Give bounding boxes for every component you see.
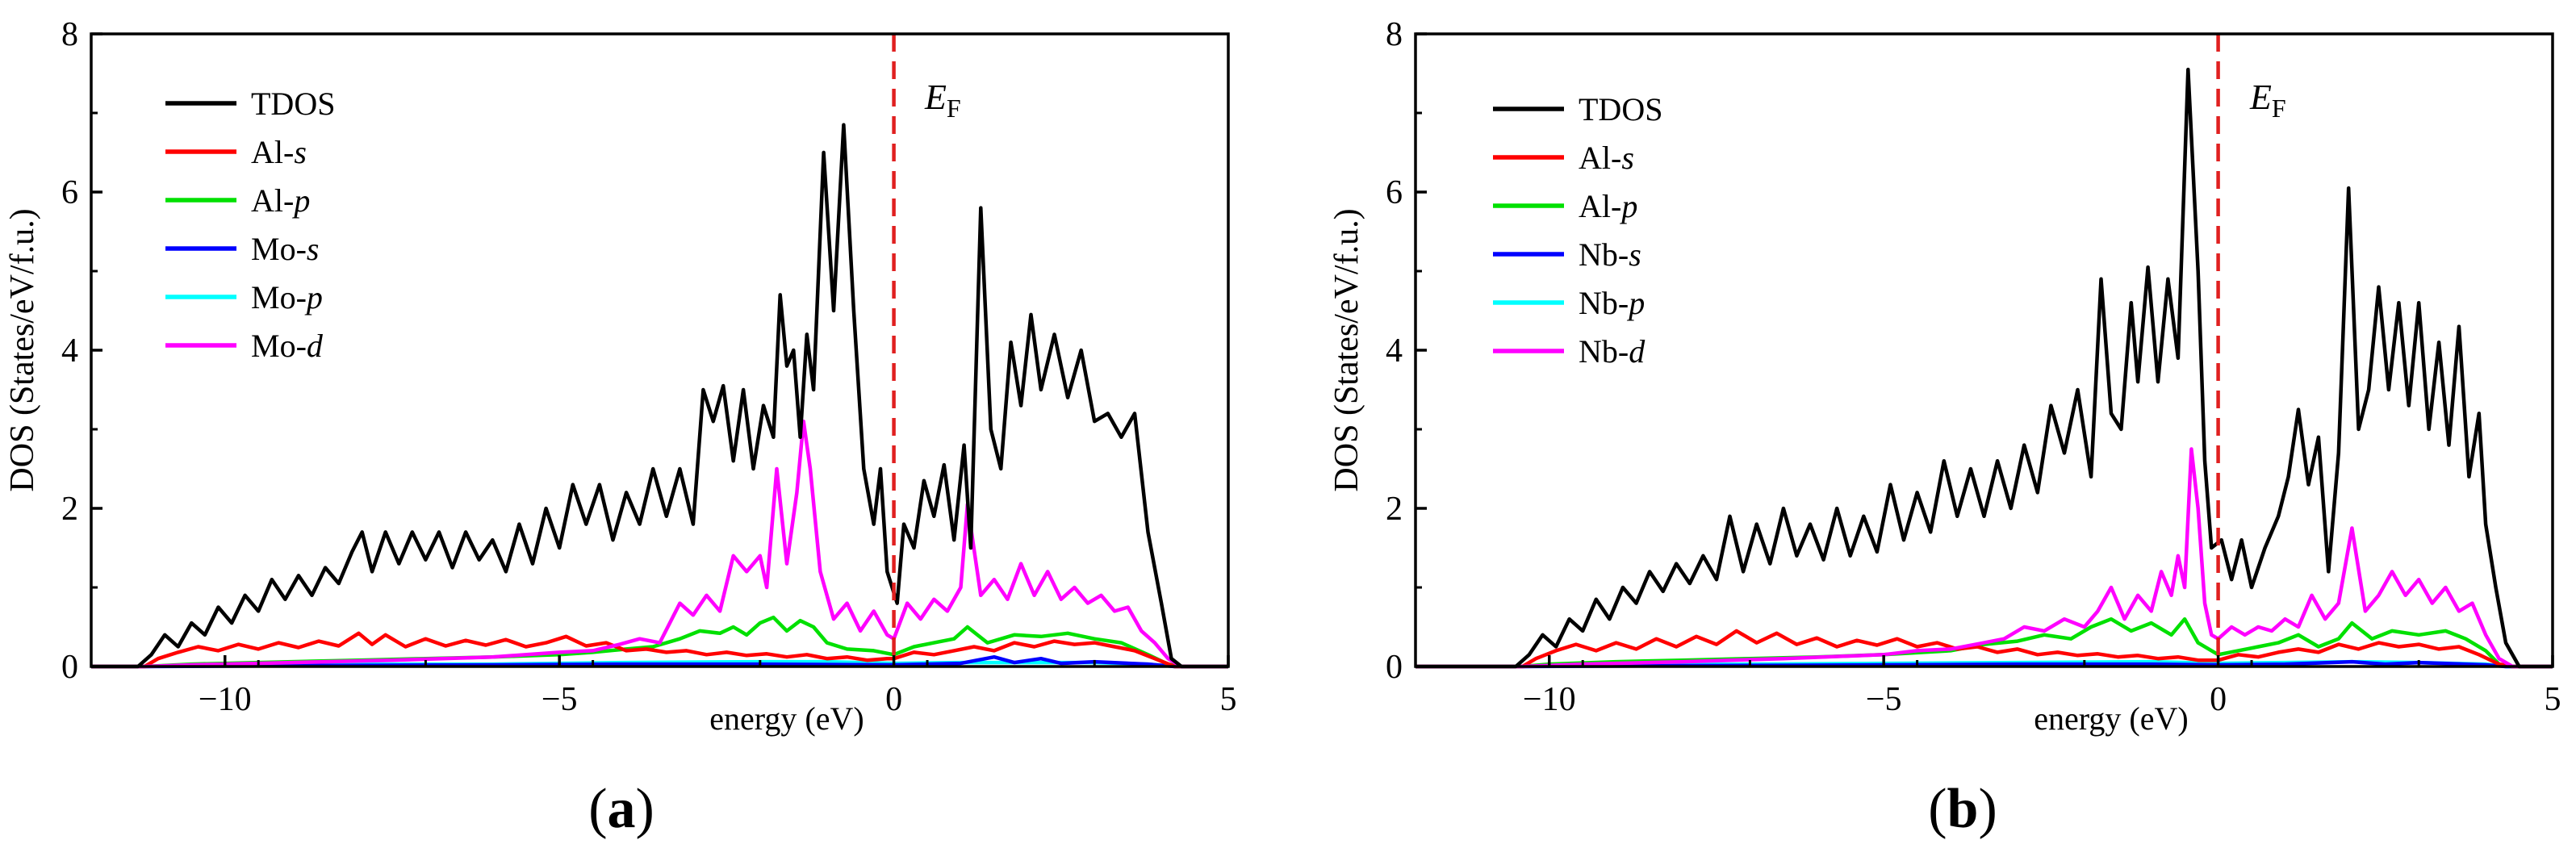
legend-label-prefix: Mo-	[251, 328, 307, 364]
legend-label: Nb-p	[1579, 285, 1645, 321]
y-tick-label: 0	[61, 649, 78, 686]
legend-label-orbital: s	[294, 134, 307, 170]
legend-label-prefix: Nb-	[1579, 285, 1629, 321]
legend-label: Mo-p	[251, 279, 323, 315]
series-line-al-s	[91, 631, 1228, 669]
legend-label-orbital: s	[1621, 140, 1634, 176]
legend-label-prefix: TDOS	[251, 86, 335, 122]
legend-label: Al-s	[251, 134, 307, 170]
panel-label-letter: b	[1947, 778, 1979, 840]
legend-label-orbital: p	[1619, 188, 1637, 224]
panel-label: (b)	[1928, 778, 1997, 840]
legend-label-prefix: Al-	[1579, 140, 1621, 176]
y-tick-label: 0	[1386, 649, 1403, 686]
y-tick-label: 6	[61, 174, 78, 211]
series-line-nb-d	[1416, 447, 2553, 669]
y-tick-label: 8	[61, 16, 78, 53]
x-tick-label: 0	[2210, 681, 2227, 718]
series-line-al-s	[1416, 629, 2553, 669]
legend-label-prefix: Al-	[251, 182, 294, 219]
y-axis-label: DOS (States/eV/f.u.)	[1328, 208, 1365, 491]
legend-label-prefix: TDOS	[1579, 91, 1662, 127]
series-line-mo-d	[91, 419, 1228, 669]
y-tick-label: 2	[61, 491, 78, 528]
x-tick-label: −5	[542, 681, 578, 718]
legend-label: TDOS	[251, 86, 335, 122]
x-tick-label: 5	[2545, 681, 2561, 718]
panel-label-letter: a	[608, 778, 636, 840]
legend-label: Al-p	[1579, 188, 1637, 224]
legend-label: Mo-s	[251, 231, 319, 267]
legend-label-prefix: Nb-	[1579, 333, 1629, 370]
legend-label-prefix: Mo-	[251, 279, 307, 315]
legend-label: Al-s	[1579, 140, 1634, 176]
fermi-label-sub: F	[2272, 94, 2286, 123]
legend-label-orbital: s	[307, 231, 320, 267]
x-tick-label: −10	[199, 681, 252, 718]
series-line-tdos	[91, 123, 1228, 669]
y-tick-label: 2	[1386, 491, 1403, 528]
legend-label-orbital: p	[291, 182, 310, 219]
legend-label: Nb-d	[1579, 333, 1646, 370]
legend-label-prefix: Nb-	[1579, 236, 1629, 273]
panel-label-close: )	[636, 778, 654, 840]
y-tick-label: 6	[1386, 174, 1403, 211]
legend-label-prefix: Mo-	[251, 231, 307, 267]
x-axis-label: energy (eV)	[709, 700, 864, 737]
fermi-label-main: E	[2249, 77, 2272, 117]
legend-label-orbital: p	[1626, 285, 1645, 321]
fermi-label-sub: F	[947, 94, 961, 123]
panel-a: −10 −5 0 5 0 2 4 6 8 energy (eV) DOS (States/eV/f.…	[4, 16, 1237, 840]
y-tick-label: 4	[61, 332, 78, 370]
legend-label-orbital: d	[307, 328, 324, 364]
x-tick-label: −10	[1523, 681, 1576, 718]
fermi-level-label: EF	[924, 77, 961, 123]
legend-label-prefix: Al-	[1579, 188, 1621, 224]
legend-label-orbital: p	[304, 279, 323, 315]
legend-label-orbital: d	[1629, 333, 1646, 370]
panel-label-close: )	[1978, 778, 1997, 840]
fermi-level-label: EF	[2249, 77, 2286, 123]
panel-label-open: (	[588, 778, 607, 840]
legend-label: Mo-d	[251, 328, 324, 364]
y-axis-label: DOS (States/eV/f.u.)	[4, 208, 41, 491]
panel-label: (a)	[588, 778, 654, 840]
x-tick-label: −5	[1866, 681, 1902, 718]
y-tick-label: 4	[1386, 332, 1403, 370]
legend-label: Al-p	[251, 182, 310, 219]
legend-label-prefix: Al-	[251, 134, 294, 170]
fermi-label-main: E	[924, 77, 947, 117]
y-tick-label: 8	[1386, 16, 1403, 53]
series-line-tdos	[1416, 67, 2553, 669]
legend-label: TDOS	[1579, 91, 1662, 127]
panel-b: −10 −5 0 5 0 2 4 6 8 energy (eV) DOS (States/eV/f.…	[1328, 16, 2561, 840]
x-axis-label: energy (eV)	[2034, 700, 2188, 737]
x-tick-label: 0	[885, 681, 902, 718]
x-tick-label: 5	[1220, 681, 1237, 718]
legend-label: Nb-s	[1579, 236, 1641, 273]
legend-label-orbital: s	[1629, 236, 1641, 273]
panel-label-open: (	[1928, 778, 1947, 840]
